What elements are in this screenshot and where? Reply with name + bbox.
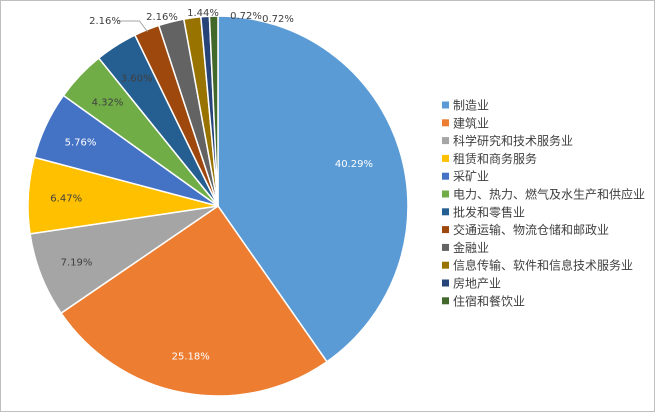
pie-slices [27, 15, 409, 397]
legend-swatch-8 [442, 226, 449, 234]
data-label-9: 2.16% [146, 12, 178, 23]
legend-label-9: 金融业 [453, 240, 489, 255]
data-label-4: 6.47% [50, 194, 82, 205]
legend-label-1: 制造业 [453, 99, 489, 113]
pie-slice-1 [217, 15, 409, 363]
data-label-10: 1.44% [187, 8, 219, 19]
data-label-5: 5.76% [65, 137, 97, 148]
legend-label-2: 建筑业 [453, 115, 489, 130]
legend-label-7: 批发和零售业 [453, 204, 525, 219]
pie-slice-12 [208, 15, 219, 207]
data-label-6: 4.32% [92, 98, 124, 109]
legend-swatch-9 [442, 243, 449, 251]
legend-swatch-1 [442, 101, 449, 109]
data-label-2: 25.18% [172, 352, 210, 363]
data-label-1: 40.29% [335, 159, 373, 170]
legend-label-8: 交通运输、物流仓储和邮政业 [453, 222, 609, 237]
legend-swatch-6 [442, 190, 449, 198]
legend-swatch-5 [442, 172, 449, 180]
legend-label-11: 房地产业 [453, 276, 501, 291]
legend-swatch-12 [442, 297, 449, 305]
pie-slice-2 [60, 204, 328, 397]
legend-label-12: 住宿和餐饮业 [453, 293, 525, 308]
data-label-11: 0.72% [230, 11, 262, 22]
legend-swatch-10 [442, 261, 449, 269]
leader-line-8 [117, 20, 148, 32]
legend-swatch-3 [442, 137, 449, 145]
legend-swatch-11 [442, 279, 449, 287]
legend-label-6: 电力、热力、燃气及水生产和供应业 [453, 187, 645, 202]
legend-label-4: 租赁和商务服务 [453, 151, 537, 166]
legend: 制造业建筑业科学研究和技术服务业租赁和商务服务采矿业电力、热力、燃气及水生产和供… [442, 99, 645, 308]
data-label-8: 2.16% [89, 16, 121, 27]
data-label-3: 7.19% [61, 257, 93, 268]
leader-lines [117, 20, 148, 32]
data-label-7: 3.60% [121, 74, 153, 85]
legend-swatch-2 [442, 119, 449, 127]
legend-label-10: 信息传输、软件和信息技术服务业 [453, 258, 633, 273]
legend-label-5: 采矿业 [453, 170, 489, 184]
data-label-12: 0.72% [262, 14, 294, 25]
data-labels: 40.29% 25.18% 7.19% 6.47% 5.76% 4.32% 3.60% 2.1… [50, 8, 373, 363]
legend-swatch-7 [442, 208, 449, 216]
legend-label-3: 科学研究和技术服务业 [453, 133, 573, 148]
legend-swatch-4 [442, 154, 449, 162]
